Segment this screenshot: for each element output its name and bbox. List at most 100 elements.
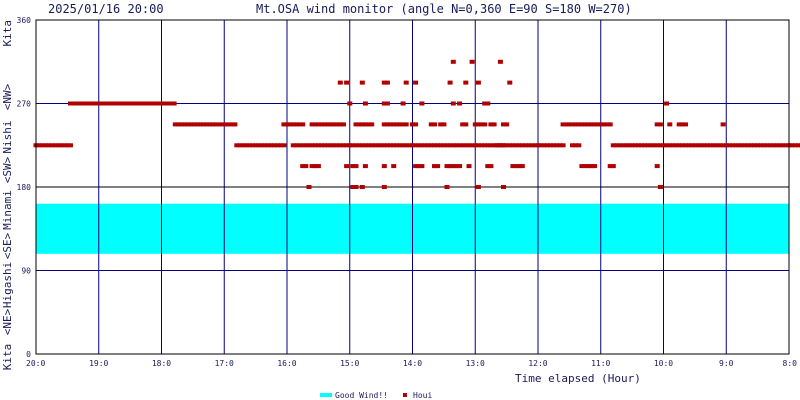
houi-point [388, 143, 393, 148]
houi-point [475, 122, 481, 127]
houi-point [428, 143, 434, 148]
houi-point [447, 80, 453, 85]
x-tick-label: 9:0 [719, 359, 734, 368]
houi-point [510, 164, 516, 169]
houi-point [604, 122, 610, 127]
x-tick-label: 15:0 [340, 359, 359, 368]
houi-point [654, 143, 660, 148]
houi-point [457, 143, 463, 148]
houi-point [657, 143, 663, 148]
houi-point [300, 164, 306, 169]
houi-point [479, 143, 484, 148]
houi-point [450, 143, 456, 148]
houi-point [413, 143, 419, 148]
houi-point [80, 101, 86, 106]
houi-point [463, 122, 469, 127]
houi-point [504, 143, 510, 148]
houi-point [325, 143, 331, 148]
houi-point [413, 122, 419, 127]
houi-point [469, 143, 475, 148]
houi-point [551, 143, 557, 148]
houi-point [494, 143, 500, 148]
houi-point [290, 122, 296, 127]
houi-point [523, 143, 528, 148]
houi-point [159, 101, 164, 106]
houi-point [479, 122, 484, 127]
houi-point [472, 143, 478, 148]
houi-point [52, 143, 58, 148]
houi-point [344, 164, 350, 169]
houi-point [223, 122, 228, 127]
x-tick-label: 14:0 [403, 359, 422, 368]
legend-good-wind-swatch [320, 393, 332, 397]
houi-point [413, 80, 419, 85]
houi-point [290, 143, 296, 148]
x-tick-label: 11:0 [591, 359, 610, 368]
houi-point [188, 122, 194, 127]
houi-point [325, 122, 331, 127]
houi-point [491, 122, 497, 127]
y-axis-direction-label: Minami [1, 190, 14, 230]
houi-point [71, 101, 77, 106]
houi-point [312, 122, 318, 127]
header-datetime: 2025/01/16 20:00 [48, 2, 164, 16]
houi-point [570, 143, 575, 148]
houi-point [560, 143, 566, 148]
houi-point [171, 101, 177, 106]
houi-point [281, 143, 287, 148]
houi-point [733, 143, 739, 148]
houi-point [679, 143, 685, 148]
y-axis-direction-label: Kita [1, 344, 14, 371]
houi-point [635, 143, 641, 148]
houi-point [68, 101, 73, 106]
houi-point [353, 164, 359, 169]
houi-point [557, 143, 563, 148]
houi-point [475, 80, 481, 85]
houi-point [783, 143, 789, 148]
houi-point [375, 143, 381, 148]
houi-point [403, 122, 409, 127]
houi-point [68, 143, 73, 148]
houi-point [406, 143, 412, 148]
houi-point [570, 122, 575, 127]
houi-point [657, 185, 663, 189]
houi-point [739, 143, 745, 148]
houi-point [362, 164, 368, 169]
houi-point [152, 101, 158, 106]
houi-point [726, 143, 732, 148]
houi-point [312, 143, 318, 148]
houi-point [526, 143, 532, 148]
houi-point [96, 101, 102, 106]
houi-point [281, 122, 287, 127]
y-tick-label: 270 [17, 100, 32, 109]
houi-point [102, 101, 108, 106]
houi-point [664, 143, 670, 148]
houi-point [204, 122, 210, 127]
houi-point [356, 122, 362, 127]
houi-point [344, 80, 350, 85]
houi-point [359, 143, 365, 148]
houi-point [717, 143, 723, 148]
houi-point [334, 122, 340, 127]
houi-point [118, 101, 124, 106]
houi-point [111, 101, 117, 106]
houi-point [714, 143, 720, 148]
x-tick-label: 16:0 [277, 359, 296, 368]
houi-point [403, 80, 409, 85]
houi-point [441, 143, 447, 148]
houi-point [645, 143, 651, 148]
houi-point [667, 143, 673, 148]
houi-point [246, 143, 252, 148]
houi-point [488, 143, 494, 148]
houi-point [447, 143, 453, 148]
houi-point [344, 143, 350, 148]
houi-point [764, 143, 770, 148]
houi-point [748, 143, 754, 148]
houi-point [664, 101, 670, 106]
houi-point [362, 143, 368, 148]
houi-point [450, 164, 456, 169]
x-tick-label: 12:0 [528, 359, 547, 368]
houi-point [623, 143, 629, 148]
houi-point [366, 122, 372, 127]
houi-point [435, 143, 441, 148]
